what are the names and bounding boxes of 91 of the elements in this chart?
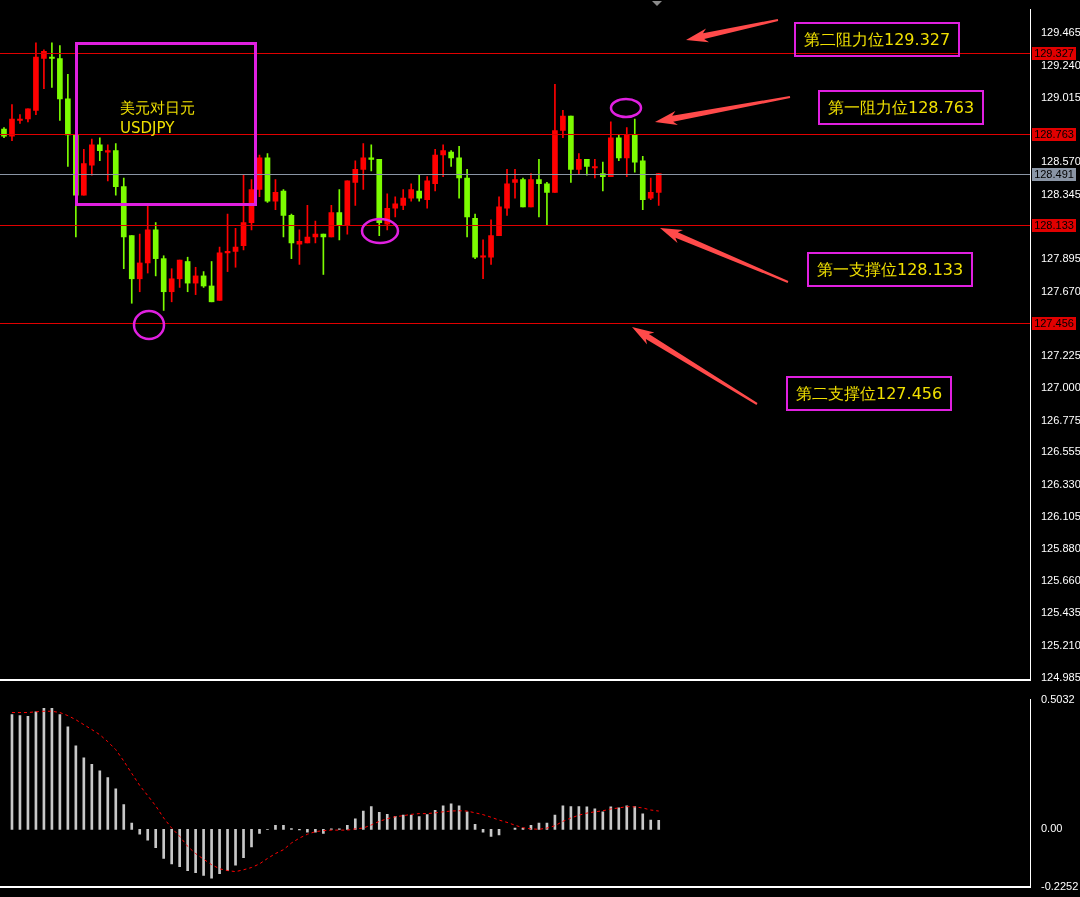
ref-line-label: 127.456 [1034,316,1074,329]
bar [138,829,142,835]
bar [226,829,229,871]
bar [393,816,397,830]
y-tick-label: 0.00 [1041,822,1063,835]
candlestick [536,158,542,218]
y-tick-label: 124.985 [1041,671,1080,684]
bar [170,829,173,865]
bar [401,814,405,830]
ref-line-label: 128.763 [1034,127,1074,140]
bar [186,829,189,871]
y-tick-label: 125.880 [1041,542,1080,555]
annotation: 第二支撑位127.456 [786,376,953,411]
candlestick [104,144,111,182]
bar [146,829,150,841]
bar [106,777,110,830]
candlestick [392,196,399,218]
candlestick [96,137,103,162]
candlestick [600,161,606,192]
y-tick-label: 126.105 [1041,510,1080,523]
bar [98,770,102,830]
bar [178,829,181,868]
y-tick-label: 129.240 [1041,58,1080,71]
y-tick-label: 127.225 [1041,348,1080,361]
bar [657,819,661,830]
y-tick-label: 0.5032 [1041,692,1075,705]
bar [314,829,317,833]
y-tick-label: 126.555 [1041,445,1080,458]
bar [361,810,365,830]
y-tick-label: 127.000 [1041,381,1080,394]
bar [649,819,653,830]
bar [601,811,605,830]
y-tick-label: 126.775 [1041,413,1080,426]
bar [154,829,158,848]
y-tick-label: -0.2252 [1041,880,1079,893]
bar [114,788,118,830]
candlestick [17,114,23,124]
candlestick [544,182,550,226]
y-tick-label: 126.330 [1041,477,1080,490]
line-series [11,710,660,873]
text: USDJPY [120,118,175,138]
bar [242,829,245,859]
ref-line-label: 129.327 [1034,46,1074,59]
candlestick [49,42,55,88]
y-tick-label: 125.660 [1041,574,1080,587]
candlestick [368,144,375,172]
bar [258,829,261,834]
bar [274,824,277,830]
y-tick-label: 125.210 [1041,638,1080,651]
candlestick [440,144,446,177]
bar [130,822,134,830]
bar [306,829,309,833]
y-tick-label: 128.570 [1041,155,1080,168]
bar [625,805,629,830]
bar [194,829,197,873]
bar [369,806,373,830]
bar [425,814,429,830]
y-tick-label: 128.345 [1041,187,1080,200]
bar [202,829,205,876]
bar [90,764,94,830]
bar [377,811,381,830]
y-tick-label: 129.465 [1041,26,1080,39]
bar [282,824,285,830]
bar [250,829,253,848]
ref-line-label: 128.133 [1034,218,1074,231]
y-tick-label: 129.015 [1041,91,1080,104]
bar [409,814,413,830]
candlestick [480,239,486,280]
bar [234,829,237,866]
y-tick-label: 127.670 [1041,284,1080,297]
bar [385,814,389,830]
y-tick-label: 125.435 [1041,606,1080,619]
bar [218,829,221,875]
ref-line-label: 128.491 [1034,167,1074,180]
bar [609,806,613,830]
annotation: 第二阻力位129.327 [794,22,961,57]
y-tick-label: 127.895 [1041,252,1080,265]
candlestick [512,169,518,199]
bar [641,813,645,830]
bar [122,804,126,830]
annotation: 第一阻力位128.763 [818,90,985,125]
bar [353,818,357,830]
candlestick [592,158,598,179]
bar [617,807,621,830]
text: 美元对日元 [120,98,195,118]
candlestick [41,49,47,90]
bar [633,806,637,830]
bar [162,829,166,859]
bar [417,816,421,830]
annotation: 第一支撑位128.133 [807,252,974,287]
bar [210,829,213,879]
